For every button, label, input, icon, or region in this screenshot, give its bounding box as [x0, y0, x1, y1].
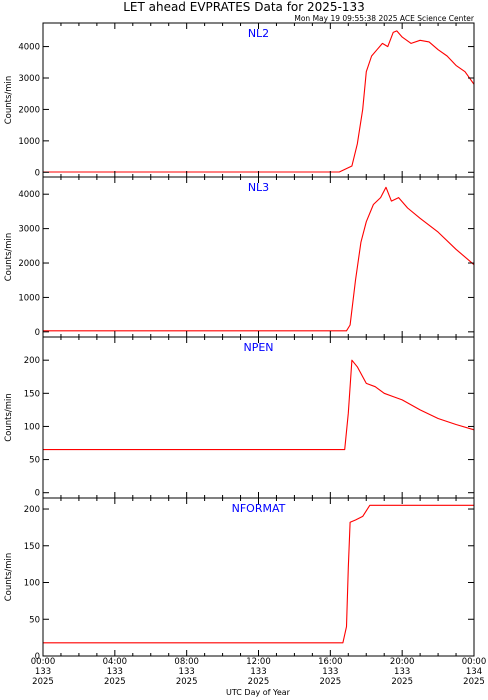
series-line-npen — [43, 359, 475, 451]
chart-title: LET ahead EVPRATES Data for 2025-133 — [123, 0, 365, 14]
y-tick-label: 4000 — [18, 190, 40, 200]
y-tick-label: 0 — [35, 489, 40, 499]
panel-frame — [42, 22, 475, 178]
y-tick-label: 150 — [24, 389, 40, 399]
x-tick-label: 133 — [394, 667, 410, 677]
series-line-nformat — [43, 504, 474, 644]
y-tick-label: 0 — [35, 652, 40, 662]
panel-label: NL2 — [248, 27, 269, 40]
y-tick-label: 100 — [24, 579, 40, 589]
y-tick-label: 50 — [29, 456, 40, 466]
x-tick-label: 2025 — [463, 677, 485, 687]
panel-label: NL3 — [248, 181, 269, 194]
panel-frame — [42, 497, 475, 657]
y-axis-label: Counts/min — [4, 553, 14, 602]
x-tick-label: 20:00 — [390, 657, 415, 667]
y-tick-label: 2000 — [18, 105, 40, 115]
panel-label: NFORMAT — [232, 502, 286, 515]
y-tick-label: 150 — [24, 542, 40, 552]
y-tick-label: 200 — [24, 505, 40, 515]
x-tick-label: 08:00 — [174, 657, 199, 667]
y-tick-label: 50 — [29, 615, 40, 625]
panel-nl2: 0 1000 2000 3000 4000 NL2 Counts/min — [4, 22, 475, 178]
x-tick-label: 2025 — [248, 677, 270, 687]
timestamp: Mon May 19 09:55:38 2025 ACE Science Cen… — [294, 14, 475, 23]
x-tick-label: 2025 — [104, 677, 126, 687]
x-tick-label: 2025 — [176, 677, 198, 687]
panel-nformat: 0 50 100 150 200 NFORMAT Counts/min — [4, 497, 475, 662]
y-tick-label: 0 — [35, 328, 40, 338]
x-tick-label: 133 — [179, 667, 195, 677]
x-tick-label: 00:00 — [31, 657, 56, 667]
y-tick-label: 1000 — [18, 293, 40, 303]
x-tick-label: 2025 — [320, 677, 342, 687]
x-tick-label: 04:00 — [103, 657, 128, 667]
y-tick-label: 200 — [24, 356, 40, 366]
x-tick-label: 133 — [250, 667, 266, 677]
x-tick-label: 133 — [35, 667, 51, 677]
x-axis: 00:00133202504:00133202508:00133202512:0… — [31, 657, 487, 687]
y-tick-label: 0 — [35, 168, 40, 178]
x-tick-label: 133 — [322, 667, 338, 677]
x-tick-label: 2025 — [32, 677, 54, 687]
panel-frame — [42, 336, 475, 499]
panel-label: NPEN — [243, 341, 273, 354]
series-line-nl3 — [43, 186, 475, 332]
y-tick-label: 4000 — [18, 43, 40, 53]
y-axis-label: Counts/min — [4, 76, 14, 125]
y-axis-label: Counts/min — [4, 233, 14, 282]
x-tick-label: 2025 — [391, 677, 413, 687]
y-tick-label: 1000 — [18, 137, 40, 147]
series-line-nl2 — [43, 30, 475, 173]
x-tick-label: 00:00 — [462, 657, 487, 667]
x-tick-label: 133 — [107, 667, 123, 677]
panel-frame — [42, 176, 475, 338]
y-tick-label: 3000 — [18, 225, 40, 235]
y-tick-label: 3000 — [18, 74, 40, 84]
x-axis-label: UTC Day of Year — [226, 688, 291, 697]
y-axis-label: Counts/min — [4, 393, 14, 442]
x-tick-label: 16:00 — [318, 657, 343, 667]
panel-nl3: 0 1000 2000 3000 4000 NL3 Counts/min — [4, 176, 475, 338]
panels: 01000200030004000NL2Counts/min0100020003… — [4, 22, 475, 662]
y-tick-label: 100 — [24, 422, 40, 432]
x-tick-label: 134 — [466, 667, 482, 677]
x-tick-label: 12:00 — [246, 657, 271, 667]
y-tick-label: 2000 — [18, 259, 40, 269]
panel-npen: 0 50 100 150 200 NPEN Counts/min — [4, 336, 475, 499]
